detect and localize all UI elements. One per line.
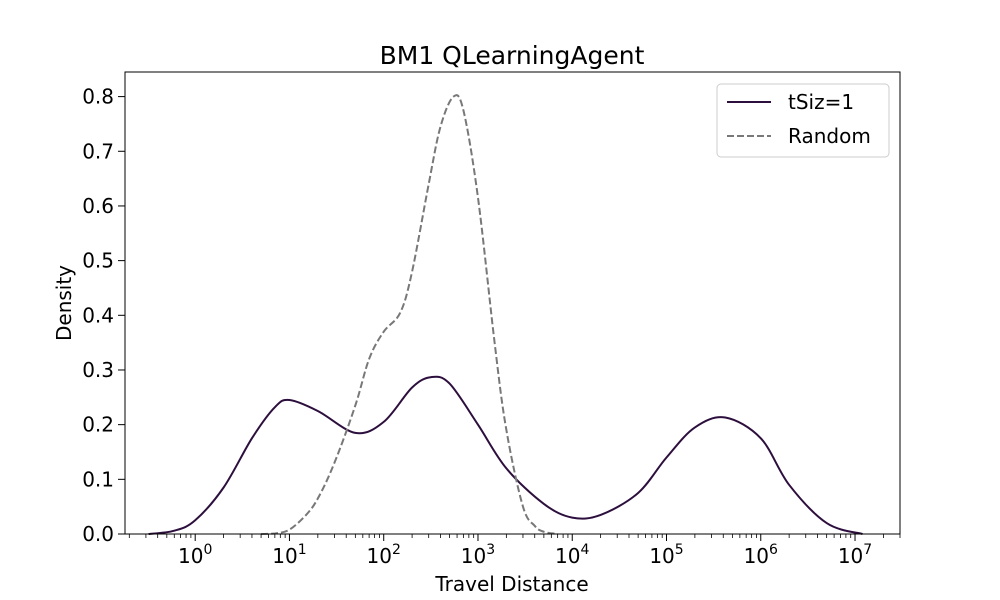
series-line-tsiz-1 xyxy=(148,375,863,535)
x-tick-label: 104 xyxy=(555,542,589,568)
y-tick-label: 0.3 xyxy=(82,358,114,382)
x-axis: 100 101 102 103 104 105 106 107 xyxy=(128,534,901,568)
x-tick-label: 100 xyxy=(178,542,212,568)
chart-title: BM1 QLearningAgent xyxy=(380,41,645,70)
x-tick-label: 105 xyxy=(649,542,683,568)
legend-label: tSiz=1 xyxy=(788,90,854,114)
x-tick-label: 103 xyxy=(461,542,495,568)
x-tick-label: 101 xyxy=(272,542,306,568)
plot-frame xyxy=(124,71,901,535)
y-tick-label: 0.0 xyxy=(82,522,114,546)
x-axis-label: Travel Distance xyxy=(434,572,588,596)
y-axis-label: Density xyxy=(52,265,76,341)
x-tick-label: 107 xyxy=(838,542,872,568)
legend-label: Random xyxy=(788,124,871,148)
y-tick-label: 0.6 xyxy=(82,194,114,218)
x-tick-label: 106 xyxy=(744,542,778,568)
y-tick-label: 0.2 xyxy=(82,413,114,437)
series-line-random xyxy=(261,94,558,535)
y-axis: 0.0 0.1 0.2 0.3 0.4 0.5 0.6 0.7 0.8 xyxy=(82,85,125,546)
legend: tSiz=1 Random xyxy=(716,83,890,158)
y-tick-label: 0.1 xyxy=(82,467,114,491)
y-tick-label: 0.5 xyxy=(82,249,114,273)
plot-area xyxy=(148,94,863,535)
x-tick-label: 102 xyxy=(367,542,401,568)
y-tick-label: 0.4 xyxy=(82,303,114,327)
y-tick-label: 0.7 xyxy=(82,139,114,163)
y-tick-label: 0.8 xyxy=(82,85,114,109)
